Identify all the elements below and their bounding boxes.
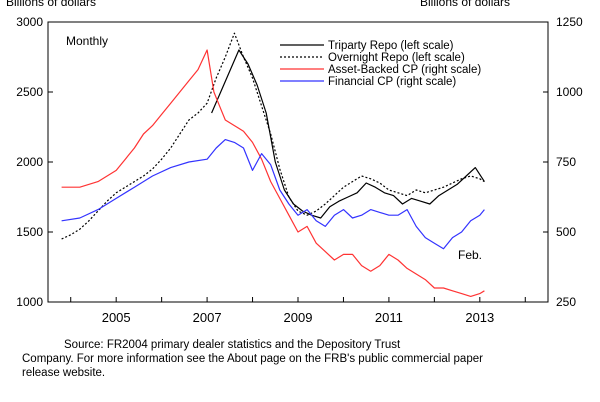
series-lines <box>61 32 485 297</box>
x-tick-label: 2009 <box>284 310 313 325</box>
legend-label-1: Triparty Repo (left scale) <box>328 40 454 52</box>
frequency-label: Monthly <box>66 34 108 48</box>
source-note: Source: FR2004 primary dealer statistics… <box>22 338 492 380</box>
x-tick-label: 2007 <box>193 310 222 325</box>
right-tick-label: 500 <box>556 225 576 239</box>
source-note-line-1: Source: FR2004 primary dealer statistics… <box>64 339 401 351</box>
left-tick-label: 2000 <box>16 155 43 169</box>
series-line-4 <box>61 139 485 250</box>
x-tick-label: 2013 <box>465 310 494 325</box>
x-tick-label: 2005 <box>102 310 131 325</box>
series-line-3 <box>61 49 485 297</box>
legend-label-4: Financial CP (right scale) <box>328 76 456 88</box>
left-axis-label: Billions of dollars <box>6 0 96 9</box>
series-line-1 <box>211 49 485 219</box>
axes: 1000 1500 2000 2500 3000 250 500 750 1000 1250 200… <box>16 15 583 325</box>
left-tick-label: 3000 <box>16 15 43 29</box>
legend-label-2: Overnight Repo (left scale) <box>328 52 465 64</box>
right-axis-label: Billions of dollars <box>420 0 510 9</box>
end-label: Feb. <box>458 248 482 262</box>
left-tick-label: 1500 <box>16 225 43 239</box>
source-note-line-3: commercial paper release website. <box>22 353 483 379</box>
source-note-line-2: Company. For more information see the Ab… <box>22 353 389 365</box>
right-tick-label: 750 <box>556 155 576 169</box>
x-tick-label: 2011 <box>375 310 403 325</box>
legend: Triparty Repo (left scale)Overnight Repo… <box>280 40 481 88</box>
right-tick-label: 1000 <box>556 85 583 99</box>
chart: 1000 1500 2000 2500 3000 250 500 750 1000 1250 200… <box>6 0 583 325</box>
left-tick-label: 2500 <box>16 85 43 99</box>
right-tick-label: 1250 <box>556 15 583 29</box>
right-tick-label: 250 <box>556 295 576 309</box>
legend-label-3: Asset-Backed CP (right scale) <box>328 64 481 76</box>
left-tick-label: 1000 <box>16 295 43 309</box>
